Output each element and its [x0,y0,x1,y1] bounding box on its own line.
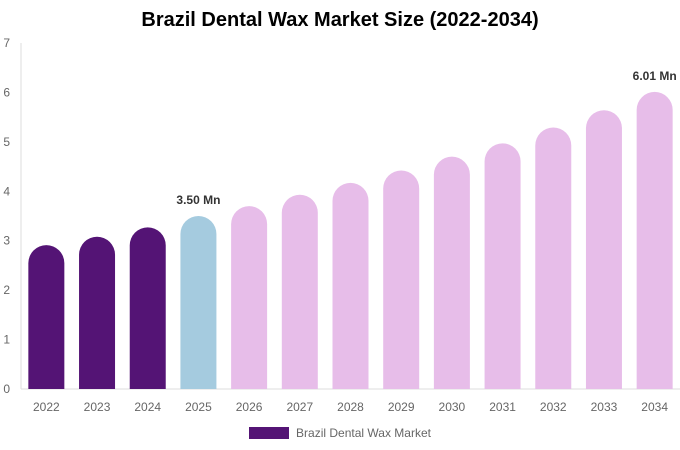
bar-2027 [281,194,318,389]
y-tick-label: 7 [3,36,10,50]
x-tick-label: 2034 [641,400,668,414]
data-label: 6.01 Mn [633,69,677,83]
y-tick-label: 5 [3,135,10,149]
x-tick-label: 2026 [236,400,263,414]
bar-2024 [129,227,166,389]
bar-2023 [79,236,116,389]
x-tick-label: 2032 [540,400,567,414]
legend[interactable]: Brazil Dental Wax Market [0,426,680,440]
x-tick-label: 2022 [33,400,60,414]
x-tick-label: 2031 [489,400,516,414]
y-tick-label: 2 [3,283,10,297]
bar-2028 [332,182,369,389]
x-tick-label: 2030 [439,400,466,414]
bar-2026 [231,206,268,389]
bar-2034 [636,91,673,389]
x-tick-label: 2029 [388,400,415,414]
x-tick-label: 2027 [286,400,313,414]
x-tick-label: 2023 [84,400,111,414]
bar-2029 [383,170,420,389]
y-tick-label: 3 [3,234,10,248]
bar-2033 [585,110,622,390]
x-tick-label: 2024 [134,400,161,414]
bar-2022 [28,245,65,389]
chart-title: Brazil Dental Wax Market Size (2022-2034… [141,9,539,31]
bar-2025 [180,216,217,389]
legend-label: Brazil Dental Wax Market [296,426,431,440]
legend-swatch [249,427,290,439]
bar-2030 [433,156,470,389]
y-tick-label: 4 [3,184,10,198]
y-tick-label: 6 [3,85,10,99]
x-tick-label: 2028 [337,400,364,414]
bar-2032 [535,127,572,389]
y-tick-label: 0 [3,382,10,396]
x-tick-label: 2033 [591,400,618,414]
data-label: 3.50 Mn [176,193,220,207]
y-tick-label: 1 [3,333,10,347]
x-tick-label: 2025 [185,400,212,414]
bar-2031 [484,143,521,389]
